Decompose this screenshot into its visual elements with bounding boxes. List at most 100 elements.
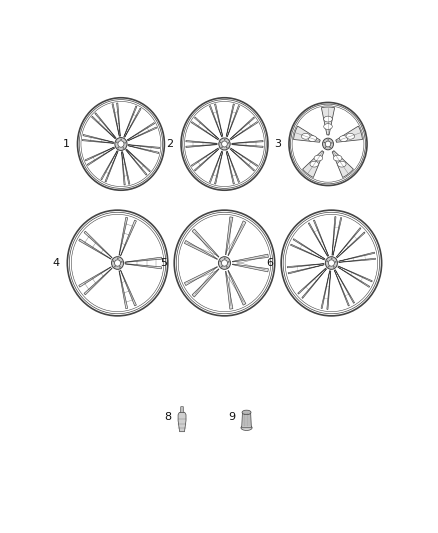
Polygon shape xyxy=(233,254,268,262)
Polygon shape xyxy=(127,123,155,140)
Text: 9: 9 xyxy=(229,412,236,422)
Ellipse shape xyxy=(242,410,251,415)
Polygon shape xyxy=(314,220,328,256)
Ellipse shape xyxy=(219,257,230,269)
Polygon shape xyxy=(332,216,336,255)
Polygon shape xyxy=(180,407,184,413)
Polygon shape xyxy=(105,151,118,182)
Ellipse shape xyxy=(325,147,326,148)
Ellipse shape xyxy=(228,142,229,143)
Polygon shape xyxy=(87,148,115,165)
Polygon shape xyxy=(83,134,114,142)
Polygon shape xyxy=(302,269,326,298)
Ellipse shape xyxy=(324,142,325,143)
Polygon shape xyxy=(308,223,328,256)
Text: 5: 5 xyxy=(160,258,167,268)
Ellipse shape xyxy=(121,139,122,140)
Polygon shape xyxy=(332,151,353,177)
Polygon shape xyxy=(228,270,246,305)
Ellipse shape xyxy=(114,260,120,266)
Polygon shape xyxy=(95,113,116,138)
Ellipse shape xyxy=(322,138,333,150)
Ellipse shape xyxy=(333,155,342,161)
Polygon shape xyxy=(82,140,113,143)
Polygon shape xyxy=(227,106,240,137)
Ellipse shape xyxy=(325,141,331,147)
Polygon shape xyxy=(303,151,324,177)
Polygon shape xyxy=(339,258,375,262)
Polygon shape xyxy=(337,232,365,258)
Polygon shape xyxy=(321,271,330,309)
Ellipse shape xyxy=(125,142,126,143)
Polygon shape xyxy=(126,150,147,175)
Ellipse shape xyxy=(112,257,124,269)
Ellipse shape xyxy=(220,142,221,143)
Ellipse shape xyxy=(117,258,118,259)
Polygon shape xyxy=(338,267,370,287)
Polygon shape xyxy=(226,217,233,255)
Polygon shape xyxy=(85,147,114,161)
Ellipse shape xyxy=(121,261,122,262)
Polygon shape xyxy=(233,264,268,272)
Polygon shape xyxy=(79,267,111,287)
Ellipse shape xyxy=(115,138,127,150)
Polygon shape xyxy=(336,126,363,142)
Polygon shape xyxy=(127,149,150,172)
Ellipse shape xyxy=(310,161,318,167)
Polygon shape xyxy=(215,151,223,184)
Polygon shape xyxy=(209,106,222,137)
Ellipse shape xyxy=(324,124,332,130)
Ellipse shape xyxy=(314,155,323,161)
Ellipse shape xyxy=(301,133,310,139)
Ellipse shape xyxy=(224,258,225,259)
Polygon shape xyxy=(231,122,258,140)
Polygon shape xyxy=(120,220,136,256)
Polygon shape xyxy=(119,271,128,309)
Polygon shape xyxy=(127,127,157,141)
Polygon shape xyxy=(230,149,254,171)
Ellipse shape xyxy=(328,260,335,266)
Ellipse shape xyxy=(346,133,355,139)
Polygon shape xyxy=(215,104,223,136)
Ellipse shape xyxy=(335,261,336,262)
Polygon shape xyxy=(128,146,159,154)
Polygon shape xyxy=(333,217,342,255)
Polygon shape xyxy=(226,151,234,184)
Ellipse shape xyxy=(339,136,348,141)
Ellipse shape xyxy=(333,266,334,268)
Polygon shape xyxy=(338,266,372,282)
Text: 3: 3 xyxy=(275,139,282,149)
Polygon shape xyxy=(335,270,354,303)
Polygon shape xyxy=(121,152,125,185)
Text: 2: 2 xyxy=(166,139,173,149)
Ellipse shape xyxy=(226,147,227,148)
Ellipse shape xyxy=(113,261,114,262)
Ellipse shape xyxy=(114,266,115,267)
Polygon shape xyxy=(230,117,254,139)
Polygon shape xyxy=(184,240,217,260)
Polygon shape xyxy=(228,221,246,256)
Polygon shape xyxy=(186,144,217,148)
Ellipse shape xyxy=(224,139,225,140)
Ellipse shape xyxy=(308,136,317,141)
Polygon shape xyxy=(128,144,159,149)
Polygon shape xyxy=(226,271,233,309)
Polygon shape xyxy=(124,106,137,137)
Polygon shape xyxy=(227,151,240,182)
Polygon shape xyxy=(194,149,219,171)
Ellipse shape xyxy=(338,161,346,167)
Ellipse shape xyxy=(228,261,229,262)
Ellipse shape xyxy=(219,138,230,150)
Ellipse shape xyxy=(221,266,223,267)
Polygon shape xyxy=(84,268,112,295)
Ellipse shape xyxy=(331,258,332,259)
Polygon shape xyxy=(321,107,335,135)
Polygon shape xyxy=(120,270,136,306)
Ellipse shape xyxy=(324,116,332,122)
Ellipse shape xyxy=(241,425,252,431)
Polygon shape xyxy=(334,270,350,306)
Polygon shape xyxy=(184,266,217,286)
Polygon shape xyxy=(226,104,234,136)
Ellipse shape xyxy=(222,141,227,147)
Polygon shape xyxy=(209,151,222,182)
